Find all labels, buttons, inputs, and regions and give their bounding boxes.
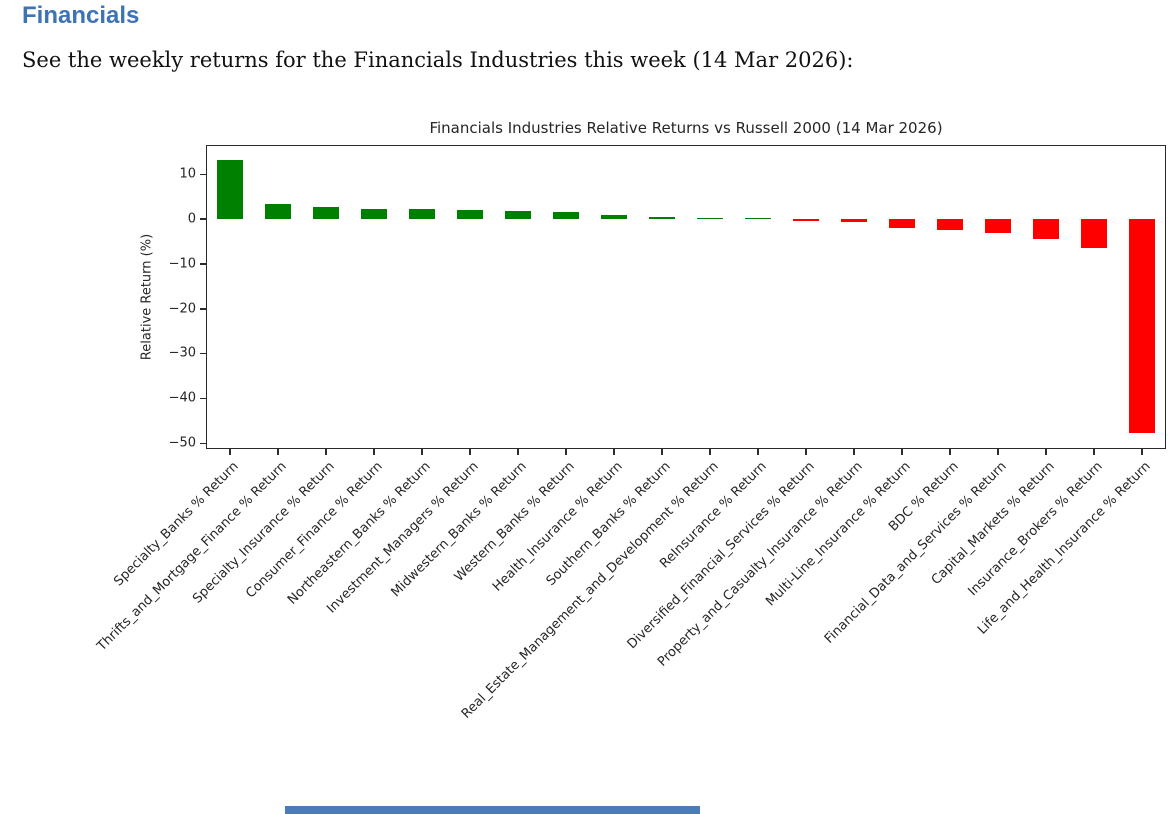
x-tick-mark (565, 449, 567, 455)
x-tick-mark (325, 449, 327, 455)
y-tick-label: 0 (187, 211, 196, 227)
bar (1033, 218, 1059, 240)
section-title: Financials (22, 2, 140, 29)
bar (505, 210, 531, 219)
x-tick-mark (421, 449, 423, 455)
y-tick-label: −20 (168, 301, 196, 317)
x-tick-mark (997, 449, 999, 455)
y-tick-mark (200, 263, 206, 265)
x-tick-mark (517, 449, 519, 455)
bar (985, 218, 1011, 233)
x-tick-mark (805, 449, 807, 455)
x-tick-mark (277, 449, 279, 455)
x-tick-mark (1141, 449, 1143, 455)
bar (841, 218, 867, 223)
bar (1081, 218, 1107, 249)
chart-title: Financials Industries Relative Returns v… (429, 119, 943, 137)
x-tick-mark (613, 449, 615, 455)
x-tick-mark (373, 449, 375, 455)
bar (553, 211, 579, 219)
bar (409, 209, 435, 219)
bar (649, 216, 675, 219)
bar (457, 210, 483, 219)
y-tick-mark (200, 442, 206, 445)
bar (265, 203, 291, 219)
plot-area (206, 145, 1166, 449)
intro-text: See the weekly returns for the Financial… (22, 48, 854, 72)
y-tick-label: −50 (168, 435, 196, 451)
x-tick-mark (229, 449, 231, 455)
y-tick-label: −30 (168, 345, 196, 361)
x-tick-mark (949, 449, 951, 455)
y-tick-label: −40 (168, 390, 196, 406)
bar (889, 218, 915, 229)
y-axis-label: Relative Return (%) (139, 233, 155, 361)
x-tick-mark (757, 449, 759, 455)
x-tick-mark (853, 449, 855, 455)
bar (361, 208, 387, 219)
bar (937, 218, 963, 231)
y-tick-mark (200, 397, 206, 400)
bar (697, 217, 723, 219)
bottom-partial-element (285, 806, 700, 814)
x-tick-mark (1093, 449, 1095, 455)
x-tick-mark (709, 449, 711, 455)
y-tick-mark (200, 173, 206, 176)
y-tick-mark (200, 218, 206, 220)
x-tick-mark (661, 449, 663, 455)
x-tick-mark (1045, 449, 1047, 455)
x-tick-mark (469, 449, 471, 455)
bar (313, 206, 339, 219)
y-tick-label: 10 (179, 166, 196, 182)
bar (1129, 218, 1155, 434)
bar (793, 218, 819, 222)
bar (601, 215, 627, 219)
x-tick-mark (901, 449, 903, 455)
bar (745, 218, 771, 220)
y-tick-mark (200, 352, 206, 355)
y-tick-mark (200, 308, 206, 310)
y-tick-label: −10 (168, 256, 196, 272)
bar (217, 159, 243, 219)
